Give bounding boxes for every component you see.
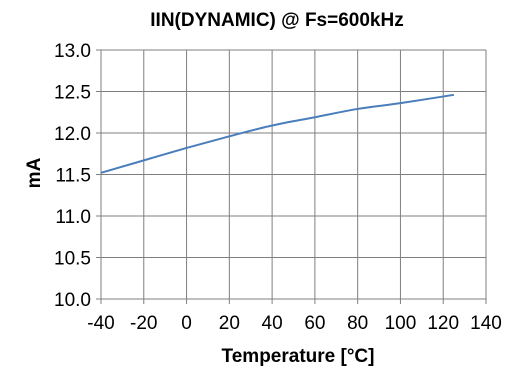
grid [101,49,487,299]
x-tick-label: -40 [87,313,114,334]
x-tick-label: 20 [219,313,240,334]
x-tick-label: 40 [262,313,283,334]
y-tick-label: 12.5 [54,83,91,104]
x-tick-label: 0 [181,313,192,334]
y-tick-label: 10.0 [54,290,91,311]
x-tick-label: 80 [347,313,368,334]
x-axis-label: Temperature [°C] [222,346,375,367]
y-tick-label: 12.0 [54,124,91,145]
y-axis-label: mA [24,157,45,188]
axes [96,49,487,304]
y-tick-label: 13.0 [54,41,91,62]
series-line [100,93,455,174]
y-tick-label: 10.5 [54,249,91,270]
x-tick-label: -20 [130,313,157,334]
y-tick-label: 11.0 [55,207,91,228]
x-tick-label: 120 [427,313,459,334]
tick-labels: -40 -20 0 20 40 60 80 100 120 140 10.0 10.5 11.0 11.5… [54,41,502,334]
chart-title: IIN(DYNAMIC) @ Fs=600kHz [150,10,403,31]
y-tick-label: 11.5 [55,166,91,187]
x-tick-label: 100 [385,313,417,334]
x-tick-label: 60 [304,313,325,334]
x-tick-label: 140 [470,313,502,334]
series-group [100,93,455,174]
